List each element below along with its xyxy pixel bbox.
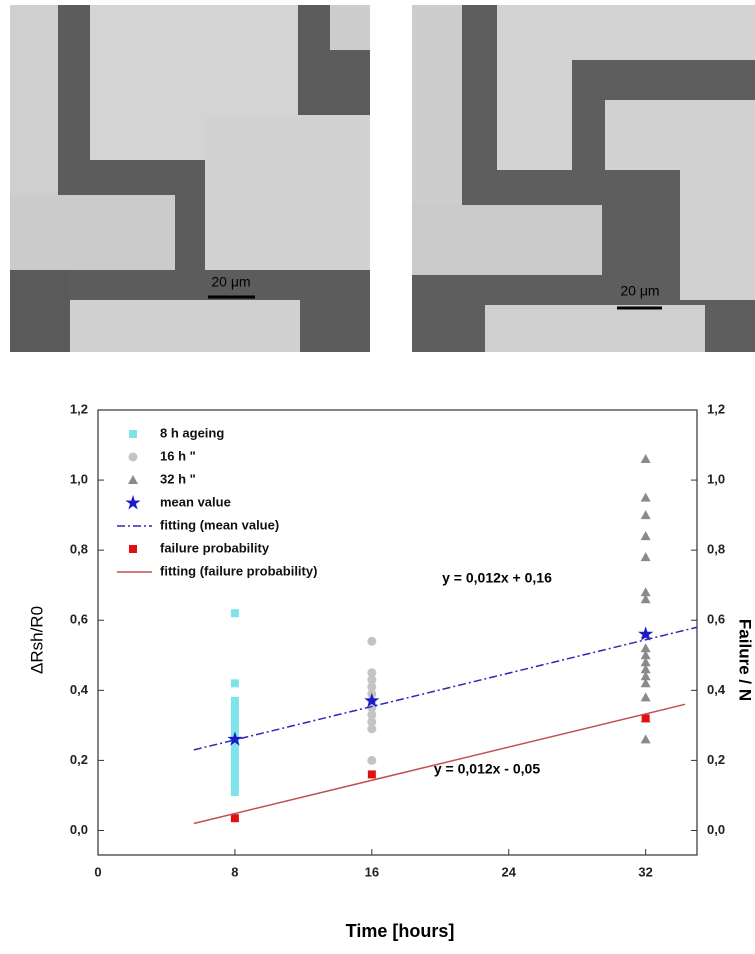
marker-circle: [367, 717, 377, 727]
marker-square: [230, 759, 239, 768]
legend-label: fitting (mean value): [160, 517, 279, 532]
marker-triangle: [640, 510, 651, 520]
marker-square: [230, 745, 239, 754]
legend-label: 16 h ": [160, 448, 196, 463]
legend-label: 8 h ageing: [160, 425, 224, 440]
legend-label: 32 h ": [160, 471, 196, 486]
marker-square: [230, 717, 239, 726]
fit-line: [193, 703, 686, 825]
marker-circle: [367, 636, 377, 646]
marker-square: [230, 609, 239, 618]
marker-star: [638, 626, 654, 641]
marker-square: [230, 738, 239, 747]
marker-triangle: [640, 492, 651, 502]
y2-tick-label: 0,6: [707, 612, 725, 627]
marker-circle: [367, 675, 377, 685]
marker-square: [367, 770, 376, 779]
y2-tick-label: 1,0: [707, 472, 725, 487]
legend-label: fitting (failure probability): [160, 563, 317, 578]
marker-circle: [367, 755, 377, 765]
marker-circle: [367, 668, 377, 678]
legend-label: mean value: [160, 494, 231, 509]
y-tick-label: 0,8: [70, 542, 88, 557]
marker-triangle: [640, 643, 651, 653]
x-tick-label: 16: [365, 864, 379, 879]
marker-star: [227, 731, 243, 746]
y-tick-label: 0,4: [70, 682, 89, 697]
plot-frame: [97, 409, 698, 856]
marker-triangle: [640, 678, 651, 688]
micrograph-right: 20 μm: [412, 5, 755, 352]
fit-line: [193, 626, 698, 751]
legend-marker: [128, 475, 138, 484]
y2-tick-label: 1,2: [707, 401, 725, 416]
marker-triangle: [640, 552, 651, 562]
marker-circle: [367, 724, 377, 734]
marker-square: [230, 703, 239, 712]
legend-marker: [129, 430, 137, 438]
marker-circle: [367, 703, 377, 713]
y2-tick-label: 0,0: [707, 822, 725, 837]
marker-triangle: [640, 664, 651, 674]
x-tick-label: 32: [638, 864, 652, 879]
marker-square: [230, 787, 239, 796]
marker-triangle: [640, 531, 651, 541]
y-tick-label: 1,0: [70, 472, 88, 487]
y2-axis-title: Failure / N: [736, 619, 755, 701]
y2-tick-label: 0,2: [707, 752, 725, 767]
marker-triangle: [640, 650, 651, 660]
legend-marker: [129, 545, 137, 553]
marker-square: [230, 696, 239, 705]
marker-square: [230, 724, 239, 733]
scale-label: 20 μm: [620, 283, 659, 299]
marker-circle: [367, 682, 377, 692]
y-tick-label: 0,6: [70, 612, 88, 627]
annotation: y = 0,012x - 0,05: [434, 761, 540, 777]
x-tick-label: 0: [94, 864, 101, 879]
micrograph-left: 20 μm: [10, 5, 370, 352]
marker-square: [230, 766, 239, 775]
marker-triangle: [640, 692, 651, 702]
marker-square: [230, 814, 239, 823]
marker-square: [230, 710, 239, 719]
marker-triangle: [640, 454, 651, 464]
marker-triangle: [640, 671, 651, 681]
y2-tick-label: 0,8: [707, 542, 725, 557]
annotation: y = 0,012x + 0,16: [442, 570, 552, 586]
marker-triangle: [640, 734, 651, 744]
marker-square: [641, 714, 650, 723]
x-tick-label: 24: [502, 864, 517, 879]
marker-square: [230, 773, 239, 782]
legend-label: failure probability: [160, 540, 270, 555]
marker-triangle: [640, 594, 651, 604]
y2-tick-label: 0,4: [707, 682, 726, 697]
y-tick-label: 0,2: [70, 752, 88, 767]
marker-square: [230, 780, 239, 789]
x-axis-title: Time [hours]: [346, 921, 455, 941]
marker-circle: [367, 710, 377, 720]
y-axis-title: ΔRsh/R0: [27, 606, 46, 674]
x-tick-label: 8: [231, 864, 238, 879]
legend-marker: [125, 495, 141, 510]
marker-triangle: [640, 657, 651, 667]
marker-triangle: [640, 587, 651, 597]
y-tick-label: 0,0: [70, 822, 88, 837]
marker-star: [364, 692, 380, 708]
legend-marker: [128, 452, 138, 462]
scale-label: 20 μm: [211, 274, 250, 290]
y-tick-label: 1,2: [70, 401, 88, 416]
marker-square: [230, 679, 239, 688]
marker-square: [230, 752, 239, 761]
